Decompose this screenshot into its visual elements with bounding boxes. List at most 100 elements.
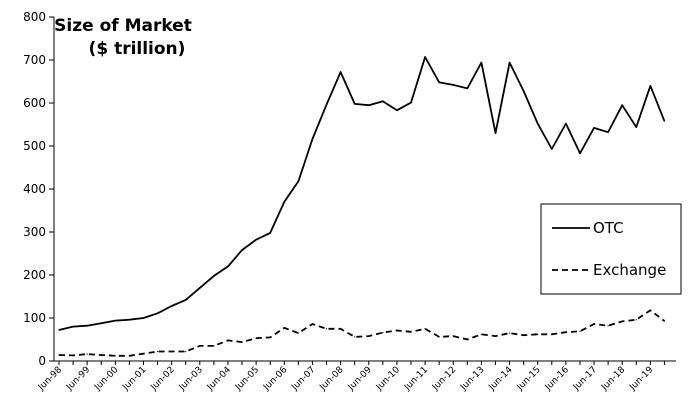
- data-point-exchange: [480, 333, 482, 335]
- data-point-otc: [368, 104, 370, 106]
- data-point-otc: [354, 103, 356, 105]
- data-point-otc: [142, 317, 145, 319]
- data-point-exchange: [494, 335, 497, 337]
- data-point-exchange: [635, 319, 637, 321]
- data-point-otc: [494, 132, 497, 134]
- data-point-exchange: [523, 334, 525, 336]
- data-point-exchange: [72, 354, 74, 357]
- data-point-exchange: [607, 325, 609, 327]
- data-point-exchange: [340, 328, 342, 330]
- data-point-otc: [213, 275, 215, 277]
- data-point-exchange: [579, 330, 581, 332]
- x-tick-label: Jun-02: [149, 365, 177, 393]
- data-point-exchange: [297, 332, 299, 334]
- y-tick-label: 800: [23, 10, 46, 24]
- data-point-otc: [241, 249, 243, 251]
- x-tick-label: Jun-99: [64, 365, 92, 393]
- data-point-exchange: [508, 332, 511, 334]
- data-point-otc: [86, 325, 88, 327]
- y-tick-label: 200: [23, 268, 46, 282]
- data-point-exchange: [452, 335, 454, 337]
- data-point-otc: [424, 56, 426, 58]
- data-point-otc: [480, 61, 482, 64]
- x-tick-label: Jun-00: [92, 365, 120, 393]
- data-point-exchange: [213, 345, 215, 347]
- data-point-exchange: [410, 331, 412, 333]
- data-point-exchange: [199, 345, 201, 347]
- data-point-otc: [382, 100, 384, 102]
- legend-label-exchange: Exchange: [593, 261, 666, 279]
- x-tick-label: Jun-10: [374, 365, 402, 393]
- data-point-exchange: [396, 329, 398, 332]
- data-point-otc: [523, 90, 525, 92]
- data-point-otc: [537, 123, 539, 125]
- x-tick-label: Jun-03: [177, 365, 205, 393]
- data-point-otc: [607, 131, 609, 133]
- data-point-otc: [579, 152, 581, 154]
- x-tick-label: Jun-17: [571, 365, 599, 393]
- data-point-exchange: [185, 350, 187, 353]
- data-point-otc: [325, 104, 328, 106]
- series-line-exchange: [58, 309, 665, 357]
- chart-title-line-2: ($ trillion): [89, 39, 186, 59]
- data-point-exchange: [382, 332, 384, 334]
- y-tick-label: 100: [23, 311, 46, 325]
- data-point-exchange: [142, 353, 145, 355]
- x-axis-ticks: Jun-98 Jun-99 Jun-00 Jun-01 Jun-02 Jun-03 Jun-…: [36, 361, 665, 393]
- data-point-exchange: [368, 335, 370, 337]
- data-point-exchange: [311, 323, 314, 325]
- data-point-otc: [410, 101, 412, 104]
- data-point-otc: [58, 329, 60, 331]
- data-point-exchange: [621, 320, 623, 323]
- data-point-exchange: [86, 353, 88, 355]
- chart-title: Size of Market ($ trillion): [54, 16, 192, 59]
- data-point-exchange: [114, 355, 116, 357]
- x-tick-label: Jun-08: [318, 365, 346, 393]
- x-tick-label: Jun-98: [36, 365, 64, 393]
- x-tick-label: Jun-18: [599, 365, 627, 393]
- data-point-otc: [452, 84, 454, 86]
- plot-frame: [53, 17, 676, 362]
- data-point-otc: [551, 148, 553, 150]
- y-tick-label: 400: [23, 182, 46, 196]
- data-point-exchange: [58, 354, 60, 356]
- y-tick-label: 0: [38, 354, 46, 368]
- data-point-otc: [396, 109, 398, 111]
- data-point-otc: [156, 312, 159, 314]
- data-point-otc: [466, 87, 468, 89]
- data-point-exchange: [156, 350, 159, 353]
- data-point-otc: [311, 138, 314, 140]
- data-point-otc: [255, 239, 257, 241]
- x-tick-label: Jun-01: [120, 365, 148, 393]
- y-tick-label: 500: [23, 139, 46, 153]
- legend-label-otc: OTC: [593, 219, 624, 237]
- data-point-exchange: [466, 338, 468, 341]
- x-tick-label: Jun-06: [261, 365, 289, 393]
- data-point-exchange: [269, 336, 271, 338]
- x-tick-label: Jun-15: [515, 365, 543, 393]
- data-point-otc: [593, 127, 595, 129]
- data-point-otc: [185, 299, 187, 301]
- series-line-otc: [58, 56, 666, 331]
- x-tick-label: Jun-13: [458, 365, 486, 393]
- data-point-exchange: [424, 328, 426, 330]
- data-point-otc: [340, 71, 342, 73]
- data-point-otc: [621, 104, 623, 106]
- data-point-exchange: [325, 328, 328, 330]
- y-tick-label: 600: [23, 96, 46, 110]
- data-point-otc: [269, 232, 271, 234]
- data-point-exchange: [565, 331, 567, 333]
- data-point-exchange: [100, 354, 102, 356]
- chart-title-line-1: Size of Market: [54, 16, 192, 36]
- data-point-exchange: [283, 327, 285, 329]
- data-point-exchange: [649, 309, 651, 311]
- data-point-otc: [128, 319, 130, 321]
- y-axis-ticks: 0 100 200 300 400 500 600 700 800: [23, 10, 54, 368]
- y-tick-label: 700: [23, 53, 46, 67]
- x-tick-label: Jun-12: [430, 365, 458, 393]
- data-point-otc: [72, 326, 74, 328]
- x-tick-label: Jun-04: [205, 365, 233, 393]
- x-tick-label: Jun-16: [543, 365, 571, 393]
- data-point-otc: [199, 287, 201, 289]
